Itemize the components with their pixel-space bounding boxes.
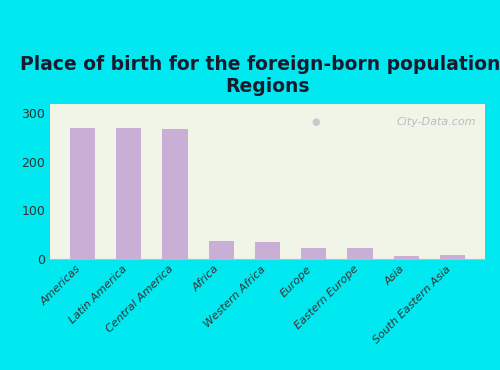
Bar (162, 130, 188, 259)
Bar (116, 128, 141, 259)
Bar (208, 240, 234, 259)
Bar (348, 248, 372, 259)
Title: Place of birth for the foreign-born population -
Regions: Place of birth for the foreign-born popu… (20, 56, 500, 97)
Bar (440, 255, 465, 259)
Bar (301, 248, 326, 259)
Bar (255, 242, 280, 259)
Bar (70, 128, 95, 259)
Text: ●: ● (311, 117, 320, 127)
Text: City-Data.com: City-Data.com (397, 117, 476, 127)
Bar (394, 256, 419, 259)
